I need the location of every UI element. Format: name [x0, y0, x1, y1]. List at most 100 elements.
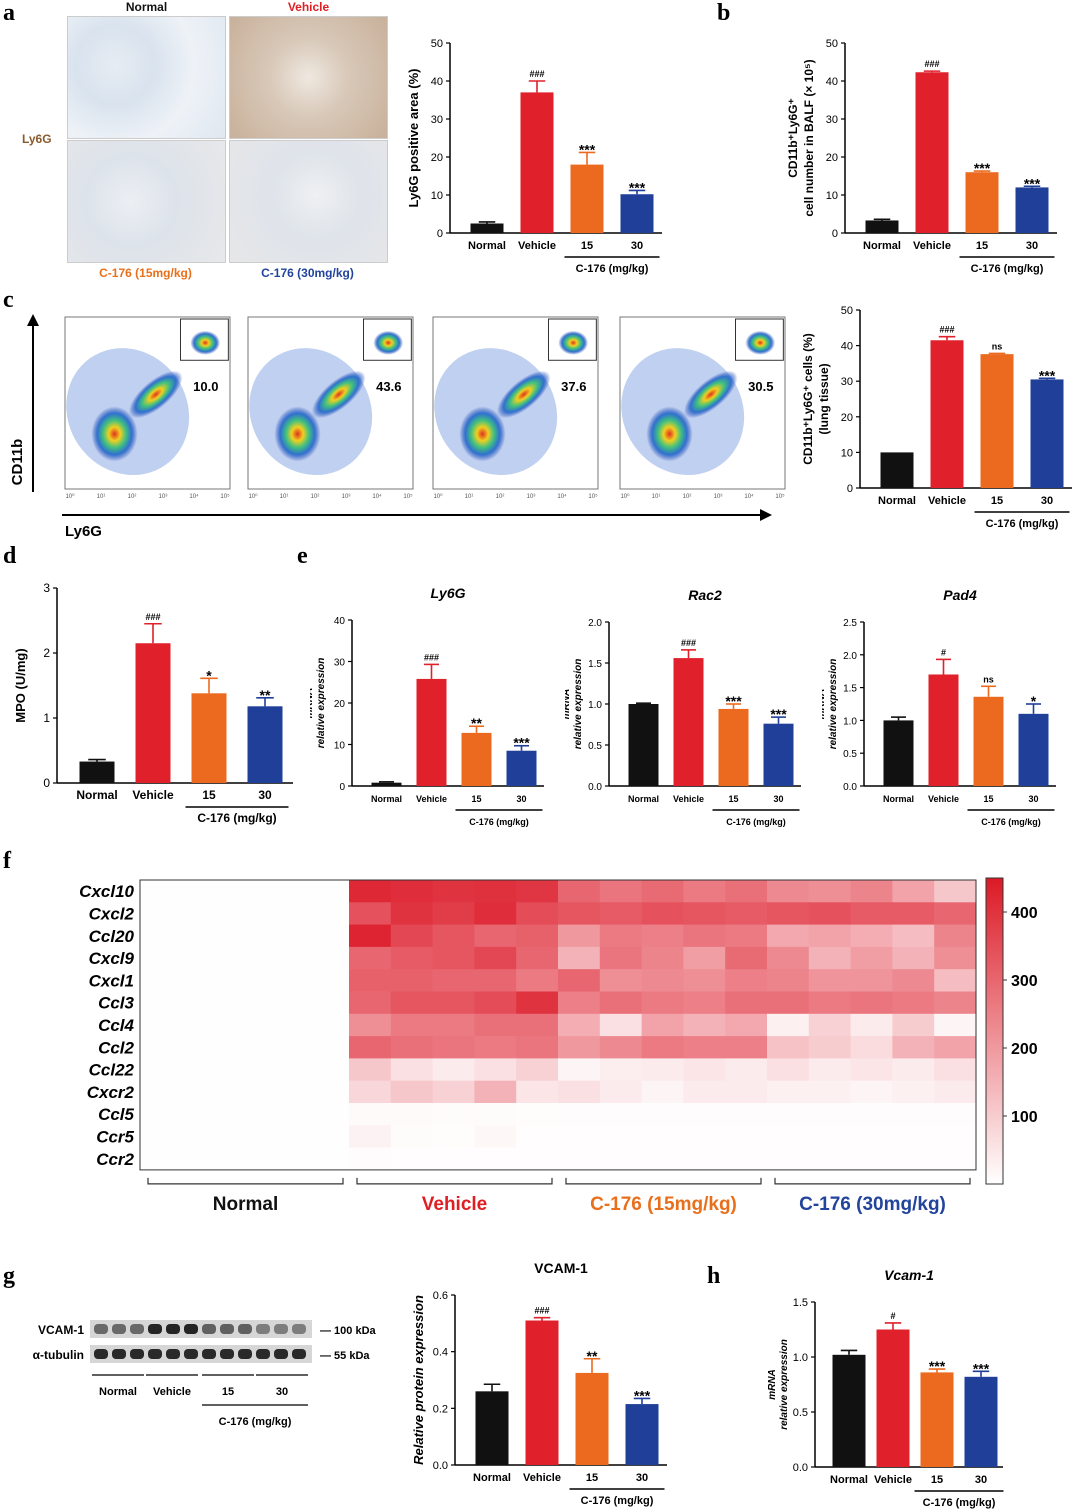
y-tick-label: 50	[431, 38, 443, 50]
heatmap-cell	[808, 924, 852, 948]
significance-label: **	[260, 687, 271, 703]
heatmap-cell	[599, 1013, 643, 1037]
bar-15	[570, 164, 604, 233]
heatmap-cell	[181, 1058, 225, 1082]
heatmap-cell	[265, 969, 308, 992]
x-tick-label: 15	[586, 1472, 598, 1484]
heatmap-cell	[558, 969, 601, 992]
blot-band	[274, 1349, 288, 1359]
flow-population-high	[745, 330, 776, 355]
heatmap-cell	[432, 924, 475, 948]
heatmap-cell	[390, 1013, 434, 1037]
heatmap-cell	[223, 1058, 266, 1082]
heatmap-cell	[223, 1080, 266, 1104]
y-tick-label: 2.0	[588, 618, 602, 629]
heatmap-cell	[934, 902, 977, 926]
significance-label: #	[941, 647, 946, 657]
heatmap-cell	[474, 1147, 517, 1171]
heatmap-cell	[474, 1125, 517, 1149]
y-tick-label: 3	[43, 581, 50, 595]
heatmap-cell	[432, 969, 475, 992]
y-tick-label: 40	[431, 76, 443, 88]
y-tick-label: 30	[431, 114, 443, 126]
flow-population-low	[91, 406, 138, 462]
x-tick-label: Normal	[473, 1472, 511, 1484]
heatmap-cell	[390, 1147, 434, 1171]
heatmap-cell	[558, 924, 601, 948]
ihc-label-normal: Normal	[125, 0, 168, 14]
heatmap-cell	[432, 1080, 475, 1104]
ihc-image-c15	[67, 140, 226, 263]
flow-population-mid	[683, 370, 738, 419]
bar-30	[964, 1376, 998, 1467]
heatmap-cell	[808, 1080, 852, 1104]
heatmap-cell	[390, 880, 434, 903]
bar-15	[973, 696, 1004, 786]
blot-band	[148, 1349, 162, 1359]
heatmap-cell	[474, 924, 517, 948]
blot-band	[184, 1324, 198, 1334]
heatmap-cell	[140, 1103, 183, 1126]
y-axis-label: Ly6G positive area (%)	[406, 69, 421, 208]
panel-letter-a: a	[3, 0, 15, 26]
significance-label: **	[587, 1348, 598, 1364]
heatmap-cell	[934, 1103, 977, 1126]
heatmap-cell	[390, 902, 434, 926]
flow-plot-1: 10.0 10⁰ 10¹ 10² 10³ 10⁴ 10⁵	[64, 316, 231, 500]
x-tick-label: Vehicle	[928, 794, 959, 804]
blot-band	[238, 1324, 252, 1334]
heatmap-cell	[390, 946, 434, 970]
chart-pad4-mrna: Pad4 0.0 0.5 1.0 1.5 2.0 2.5 mRNA relative expre…	[822, 587, 1056, 827]
treatment-label: C-176 (mg/kg)	[971, 263, 1044, 275]
blot-row-label: VCAM-1	[38, 1323, 84, 1337]
x-tick-label: 30	[773, 794, 783, 804]
treatment-label: C-176 (mg/kg)	[576, 263, 649, 275]
flow-population-mid	[128, 370, 183, 419]
heatmap-cell	[599, 969, 643, 992]
heatmap-cell	[641, 1036, 684, 1059]
heatmap-cell	[516, 902, 559, 926]
heatmap-cell	[725, 1058, 768, 1082]
heatmap-cell	[223, 1147, 266, 1171]
y-tick-label: 0.5	[588, 741, 602, 752]
group-bracket	[565, 1177, 762, 1185]
heatmap-cell	[349, 991, 392, 1015]
y-axis-label-1: mRNA	[310, 688, 315, 719]
flow-x-label: Ly6G	[65, 523, 102, 540]
heatmap-cell	[474, 1013, 517, 1037]
heatmap-cell	[349, 1147, 392, 1171]
flow-plot-2: 43.6 10⁰ 10¹ 10² 10³ 10⁴ 10⁵	[247, 316, 414, 500]
heatmap-cell	[516, 924, 559, 948]
heatmap-cell	[850, 1080, 893, 1104]
y-tick-label: 0.5	[843, 749, 857, 760]
heatmap-cell	[223, 991, 266, 1015]
heatmap-cell	[683, 1036, 726, 1059]
heatmap-cell	[850, 1147, 893, 1171]
heatmap-cell	[181, 991, 225, 1015]
heatmap-cell	[390, 1058, 434, 1082]
heatmap-cell	[265, 1058, 308, 1082]
significance-label: ###	[529, 69, 544, 79]
heatmap-cell	[307, 924, 350, 948]
heatmap-cell	[767, 924, 810, 948]
x-tick-label: Normal	[76, 788, 117, 802]
x-tick-label: Vehicle	[673, 794, 704, 804]
heatmap-cell	[641, 1147, 684, 1171]
y-tick-label: 2.5	[843, 618, 857, 629]
panel-letter-g: g	[3, 1263, 15, 1289]
bar-vehicle	[930, 340, 964, 488]
bar-normal	[880, 452, 914, 488]
x-tick-label: 15	[931, 1474, 943, 1486]
blot-group-label: Normal	[99, 1386, 137, 1398]
heatmap-cell	[808, 1058, 852, 1082]
heatmap-cell	[516, 1036, 559, 1059]
heatmap-cell	[349, 902, 392, 926]
x-tick-label: Vehicle	[874, 1474, 912, 1486]
heatmap-cell	[850, 880, 893, 903]
heatmap-cell	[767, 1013, 810, 1037]
heatmap-cell	[850, 1036, 893, 1059]
x-tick-label: 30	[631, 240, 643, 252]
significance-label: ***	[513, 735, 530, 751]
y-tick-label: 0	[437, 228, 443, 240]
heatmap-gene-label: Cxcl9	[89, 949, 135, 968]
